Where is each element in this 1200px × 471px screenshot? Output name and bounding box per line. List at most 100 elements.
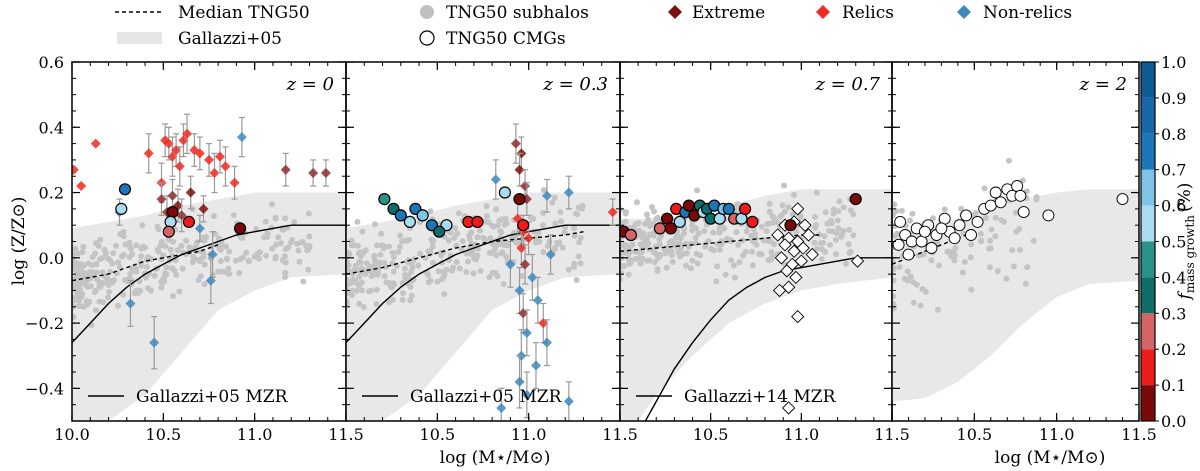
subhalo-point (540, 222, 546, 229)
subhalo-point (898, 207, 905, 214)
subhalo-point (72, 266, 77, 273)
subhalo-point (435, 268, 442, 275)
cmg-circle (722, 202, 735, 215)
subhalo-point (622, 209, 629, 216)
subhalo-point (72, 259, 78, 265)
subhalo-point (907, 217, 913, 224)
subhalo-point (797, 214, 804, 220)
subhalo-point (373, 301, 380, 307)
subhalo-point (769, 213, 776, 220)
redshift-label: z = 2 (1079, 74, 1127, 95)
subhalo-point (830, 210, 837, 217)
subhalo-point (72, 282, 77, 289)
galaxy-diamond (496, 402, 507, 413)
cmg-circle (115, 202, 128, 215)
subhalo-point (217, 258, 224, 264)
subhalo-point (892, 265, 897, 272)
mzr-line (346, 224, 620, 344)
subhalo-point (422, 254, 429, 261)
galaxy-diamond (204, 154, 214, 165)
cmg-circle (118, 183, 132, 196)
subhalo-point (105, 294, 112, 301)
subhalo-point (183, 237, 189, 244)
colorbar-tick-label: 0.8 (1161, 125, 1186, 144)
cmg-circle (162, 225, 175, 238)
subhalo-point (728, 257, 735, 264)
subhalo-point (713, 278, 720, 285)
subhalo-point (427, 248, 434, 255)
cmg-open-circle (915, 235, 928, 248)
x-tick-label: 11.0 (237, 425, 273, 444)
subhalo-point (544, 243, 551, 249)
legend-nonrelics-marker (957, 5, 971, 19)
subhalo-point (756, 250, 763, 257)
subhalo-point (74, 250, 81, 257)
galaxy-diamond (514, 164, 525, 175)
subhalo-point (573, 277, 580, 283)
subhalo-point (106, 288, 113, 295)
subhalo-point (459, 238, 466, 245)
subhalo-point (620, 206, 624, 213)
cmg-open-circle (892, 238, 905, 251)
subhalo-point (935, 306, 941, 313)
subhalo-point (224, 255, 230, 262)
subhalo-point (950, 248, 957, 255)
subhalo-point (833, 251, 840, 258)
open-diamond (850, 254, 865, 268)
subhalo-point (496, 217, 503, 224)
subhalo-point (987, 237, 994, 244)
subhalo-point (80, 243, 87, 250)
subhalo-point (373, 286, 380, 293)
subhalo-point (909, 210, 916, 217)
subhalo-point (100, 299, 107, 306)
subhalo-point (371, 252, 378, 259)
subhalo-point (291, 219, 298, 225)
subhalo-point (654, 266, 661, 273)
subhalo-point (430, 259, 436, 266)
subhalo-point (454, 230, 461, 237)
subhalo-point (377, 251, 384, 258)
x-tick-label: 11.0 (1039, 425, 1075, 444)
subhalo-point (637, 241, 644, 248)
subhalo-point (620, 270, 624, 277)
subhalo-point (269, 245, 276, 252)
subhalo-point (781, 182, 787, 189)
cmg-circle (166, 206, 179, 219)
colorbar-tick-label: 0.0 (1161, 412, 1186, 431)
subhalo-point (264, 230, 271, 237)
subhalo-point (397, 243, 403, 250)
panel-plot-area (892, 157, 1139, 402)
galaxy-diamond (530, 360, 541, 371)
y-tick-label: 0.0 (39, 249, 64, 268)
subhalo-point (683, 262, 689, 269)
subhalo-point (381, 259, 388, 266)
subhalo-point (502, 216, 509, 222)
mzr-line (72, 224, 346, 344)
galaxy-diamond (149, 337, 160, 348)
subhalo-point (820, 239, 826, 246)
subhalo-point (381, 273, 388, 279)
subhalo-point (557, 209, 564, 216)
subhalo-point (225, 265, 232, 272)
subhalo-point (702, 241, 709, 248)
cmg-circle (164, 215, 177, 228)
subhalo-point (677, 235, 684, 242)
cmg-open-circle (965, 229, 977, 241)
median-line (72, 244, 219, 282)
subhalo-point (368, 273, 375, 279)
subhalo-point (650, 232, 657, 239)
subhalo-point (110, 250, 117, 257)
subhalo-point (540, 210, 547, 216)
subhalo-point (629, 241, 636, 248)
subhalo-point (306, 233, 313, 240)
galaxy-diamond (520, 181, 531, 192)
open-diamond (780, 264, 794, 278)
subhalo-point (731, 274, 738, 281)
x-axis-label: log (M⋆/M⊙) (440, 448, 551, 468)
subhalo-point (958, 205, 965, 212)
x-tick-label: 11.5 (874, 425, 910, 444)
subhalo-point (573, 210, 580, 217)
cmg-circle (471, 215, 484, 228)
subhalo-point (689, 257, 696, 264)
subhalo-point (735, 241, 742, 248)
